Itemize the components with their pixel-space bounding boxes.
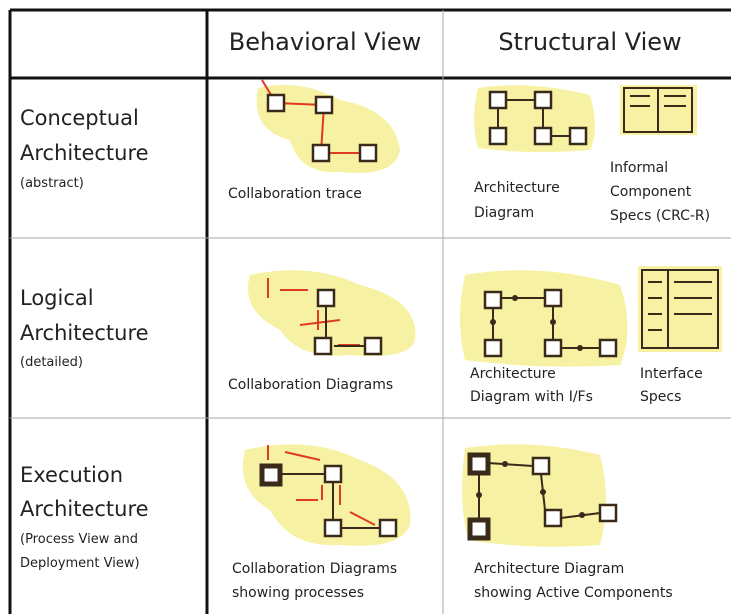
row-note: (Process View and <box>20 532 138 547</box>
caption: showing Active Components <box>474 585 673 601</box>
caption: Diagram with I/Fs <box>470 389 593 405</box>
row-label: Architecture <box>20 321 149 345</box>
row-note: (abstract) <box>20 176 84 191</box>
row-label: Architecture <box>20 497 149 521</box>
row-note: (detailed) <box>20 355 83 370</box>
row-label: Logical <box>20 286 94 310</box>
caption: Collaboration Diagrams <box>232 561 398 577</box>
caption: Specs <box>640 389 682 405</box>
caption: Component <box>610 184 692 200</box>
caption: Collaboration Diagrams <box>228 377 394 393</box>
caption: Specs (CRC-R) <box>610 208 711 224</box>
caption: Architecture <box>470 366 556 382</box>
caption: Diagram <box>474 205 535 221</box>
row-note: Deployment View) <box>20 556 140 571</box>
row-label: Execution <box>20 463 124 487</box>
caption: Informal <box>610 160 669 176</box>
caption: showing processes <box>232 585 364 601</box>
column-header: Structural View <box>498 28 682 56</box>
column-header: Behavioral View <box>228 28 422 56</box>
row-label: Conceptual <box>20 106 139 130</box>
row-label: Architecture <box>20 141 149 165</box>
caption: Collaboration trace <box>228 186 362 202</box>
caption: Architecture Diagram <box>474 561 625 577</box>
caption: Architecture <box>474 180 560 196</box>
caption: Interface <box>640 366 703 382</box>
